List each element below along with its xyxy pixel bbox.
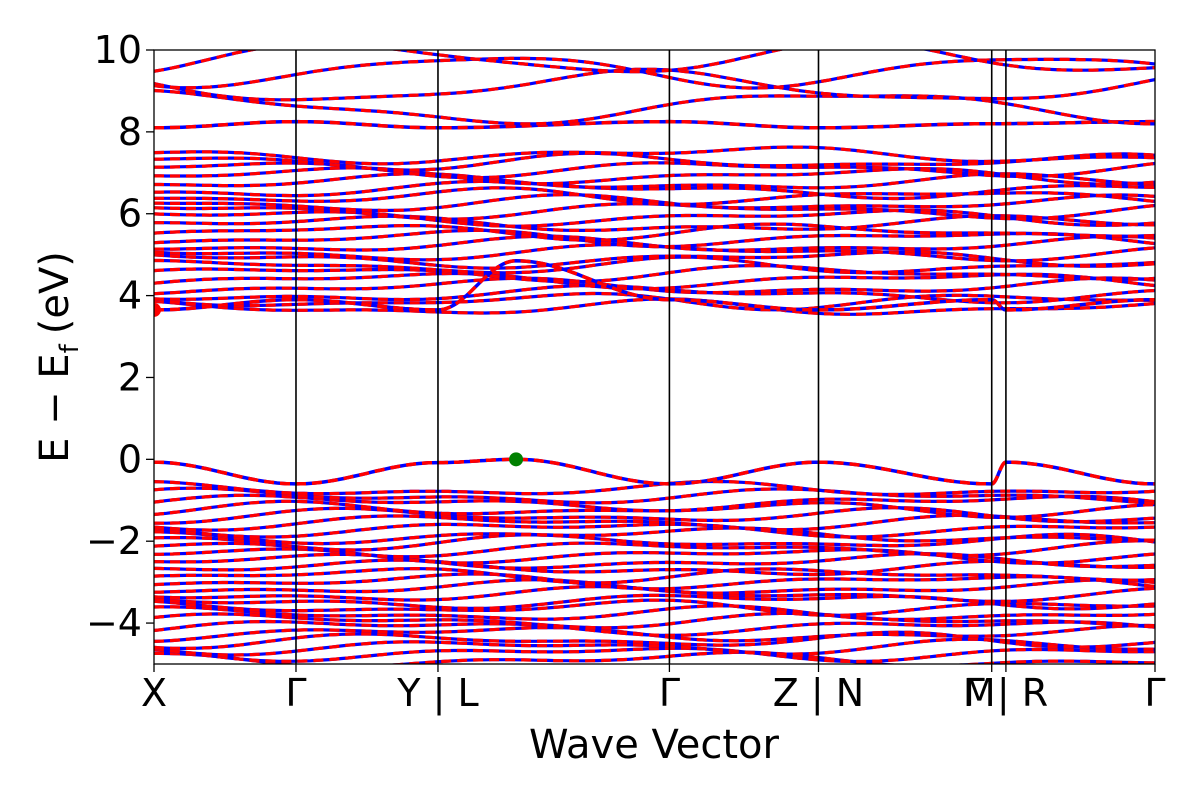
band-spin-up: [154, 193, 1155, 213]
x-axis-title: Wave Vector: [529, 722, 780, 768]
x-tick-label: Γ | R: [964, 671, 1049, 716]
y-tick-label: 10: [94, 28, 142, 72]
y-tick-label: 2: [118, 355, 142, 399]
band-spin-up: [154, 630, 1155, 650]
band-spin-up: [154, 619, 1155, 637]
band-spin-up: [154, 186, 1155, 207]
y-tick-label: 0: [118, 437, 142, 481]
band-spin-up: [154, 179, 1155, 201]
y-tick-label: −2: [86, 519, 142, 563]
kpoint-lines: [295, 50, 1007, 664]
vbm-marker: [509, 452, 524, 467]
x-tick-label: Γ: [659, 671, 680, 715]
band-spin-up: [154, 457, 1155, 486]
y-axis-title-unit: (eV): [32, 251, 78, 334]
band-spin-up: [154, 222, 1155, 242]
band-spin-up: [154, 486, 1155, 505]
y-tick-label: 8: [118, 110, 142, 154]
band-spin-up: [154, 67, 1155, 102]
band-spin-up: [154, 88, 1155, 126]
band-spin-up: [154, 208, 1155, 228]
x-tick-label: Z | N: [773, 671, 864, 716]
band-spin-up: [154, 506, 1155, 525]
x-axis-ticks: X Γ Y | L Γ Z | N MΓ | R Γ: [141, 664, 1166, 716]
band-spin-up: [154, 264, 1155, 284]
cbm-marker: [154, 302, 161, 317]
band-spin-down: [154, 50, 1155, 74]
band-spin-up: [154, 551, 1155, 570]
band-spin-up: [154, 119, 1155, 130]
x-tick-label: M: [963, 671, 996, 715]
y-axis-title-subscript: f: [55, 343, 85, 353]
x-tick-label: Γ: [285, 671, 306, 715]
markers-layer: [154, 302, 524, 467]
band-spin-up: [154, 526, 1155, 546]
bands-layer: [154, 50, 1155, 664]
band-spin-up: [154, 646, 1155, 664]
plot-frame: [153, 49, 1156, 665]
y-axis-title: E − Ef (eV): [32, 251, 85, 463]
band-spin-up: [154, 572, 1155, 591]
band-spin-up: [154, 611, 1155, 630]
band-spin-up: [154, 250, 1155, 270]
band-spin-up: [154, 593, 1155, 611]
y-axis-title-main: E − E: [32, 353, 78, 463]
y-axis-ticks: −4 −2 0 2 4 6 8 10: [86, 28, 154, 645]
band-spin-up: [154, 255, 1155, 275]
band-spin-up: [154, 50, 1155, 74]
y-tick-label: −4: [86, 601, 142, 645]
band-spin-up: [154, 151, 1155, 172]
x-tick-label: X: [141, 671, 167, 715]
band-spin-up: [154, 145, 1155, 166]
band-spin-up: [154, 493, 1155, 513]
y-tick-label: 4: [118, 274, 142, 318]
band-spin-up: [154, 522, 1155, 539]
x-tick-label: Y | L: [396, 671, 478, 716]
band-spin-up: [154, 166, 1155, 186]
band-spin-up: [154, 604, 1155, 622]
band-spin-up: [154, 566, 1155, 585]
y-tick-label: 6: [118, 192, 142, 236]
band-spin-up: [154, 56, 1155, 90]
x-tick-label: Γ: [1144, 671, 1165, 715]
